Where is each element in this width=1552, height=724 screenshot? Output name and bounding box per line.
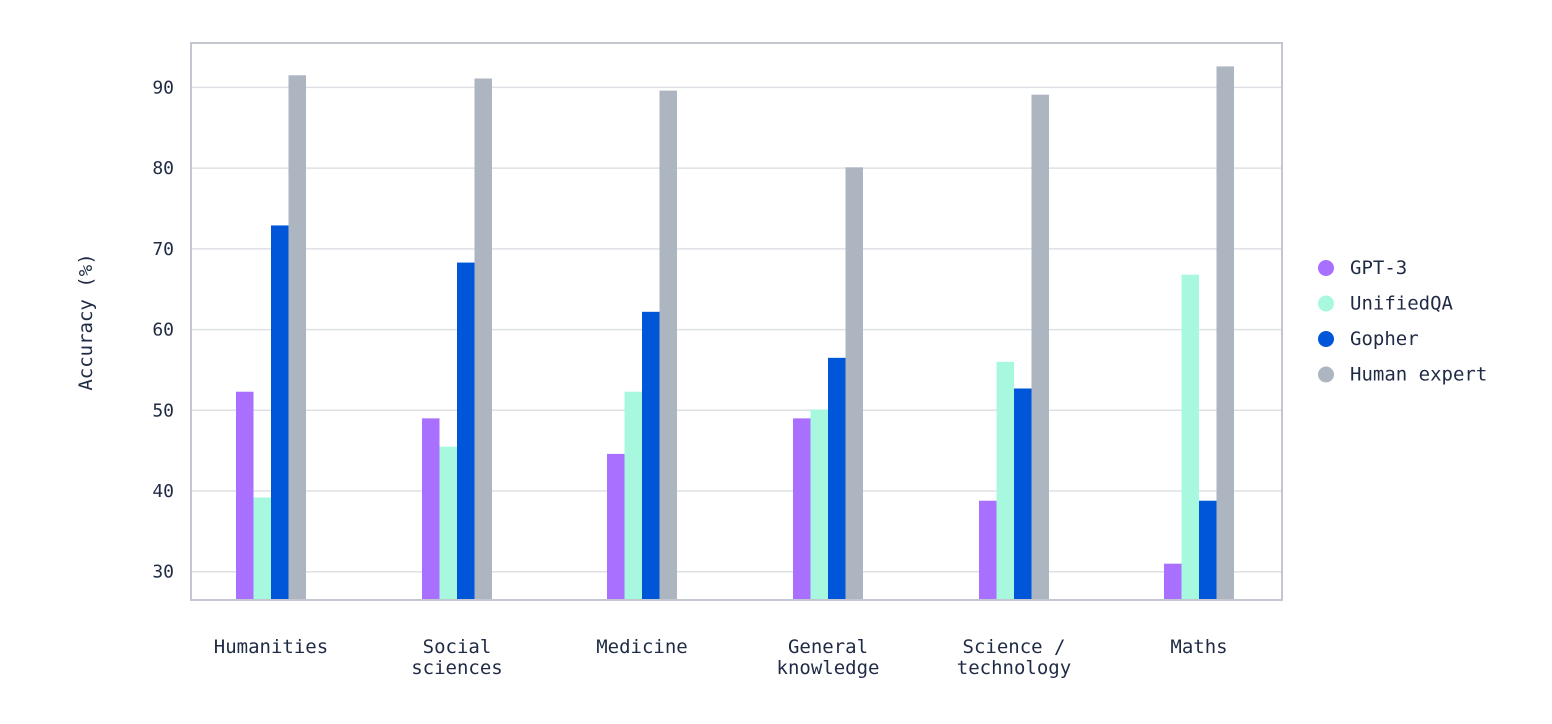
bar-gpt-3 bbox=[979, 500, 997, 600]
bar-human-expert bbox=[1216, 66, 1234, 600]
bar-unifiedqa bbox=[624, 391, 642, 600]
bar-gopher bbox=[271, 225, 289, 600]
y-tick-label: 50 bbox=[152, 400, 174, 421]
x-category-label: Maths bbox=[1170, 636, 1227, 658]
legend-marker bbox=[1318, 260, 1334, 276]
y-tick-label: 70 bbox=[152, 239, 174, 260]
bar-gpt-3 bbox=[607, 453, 625, 600]
x-category-label: Science / technology bbox=[957, 636, 1071, 679]
bar-human-expert bbox=[288, 75, 306, 600]
bar-gopher bbox=[457, 262, 475, 600]
legend-label: UnifiedQA bbox=[1350, 293, 1454, 315]
x-category-label-line: Science / bbox=[963, 636, 1066, 658]
y-tick-label: 40 bbox=[152, 481, 174, 502]
x-category-label-line: Social bbox=[423, 636, 492, 658]
bar-unifiedqa bbox=[253, 497, 271, 600]
x-category-label: Humanities bbox=[214, 636, 328, 658]
bar-gopher bbox=[1199, 500, 1217, 600]
bar-gpt-3 bbox=[793, 418, 811, 600]
plot-frame bbox=[190, 42, 1283, 601]
legend-marker bbox=[1318, 366, 1334, 383]
bar-gpt-3 bbox=[1164, 563, 1182, 600]
y-tick-label: 30 bbox=[152, 562, 174, 583]
y-axis-ticks: 30 40 50 60 70 80 90 bbox=[152, 77, 174, 582]
x-category-label: Social sciences bbox=[411, 636, 503, 679]
x-category-label-line: sciences bbox=[411, 657, 503, 679]
y-tick-label: 80 bbox=[152, 158, 174, 179]
y-axis-label: Accuracy (%) bbox=[75, 253, 97, 390]
x-category-label-line: General bbox=[788, 636, 868, 658]
gridlines bbox=[191, 86, 1282, 573]
x-category-label: Medicine bbox=[596, 636, 688, 658]
legend-marker bbox=[1318, 331, 1334, 347]
bar-human-expert bbox=[659, 90, 677, 600]
bar-unifiedqa bbox=[810, 409, 828, 600]
bar-gopher bbox=[828, 357, 846, 600]
bar-gopher bbox=[1014, 388, 1032, 600]
legend-label: GPT-3 bbox=[1350, 257, 1407, 279]
bar-unifiedqa bbox=[996, 361, 1014, 600]
legend-marker bbox=[1318, 295, 1334, 312]
x-category-label-line: Medicine bbox=[596, 636, 688, 658]
x-category-label-line: technology bbox=[957, 657, 1071, 679]
legend-label: Gopher bbox=[1350, 328, 1419, 350]
legend: GPT-3 UnifiedQA Gopher Human expert bbox=[1318, 257, 1487, 386]
bar-human-expert bbox=[845, 167, 863, 600]
bar-unifiedqa bbox=[439, 446, 457, 600]
bars bbox=[236, 66, 1234, 601]
bar-human-expert bbox=[1031, 94, 1049, 601]
y-tick-label: 60 bbox=[152, 320, 174, 341]
bar-human-expert bbox=[474, 78, 492, 600]
x-category-label-line: knowledge bbox=[777, 657, 880, 679]
x-axis-categories: Humanities Social sciences Medicine General k… bbox=[214, 636, 1228, 679]
x-category-label-line: Maths bbox=[1170, 636, 1227, 658]
bar-gopher bbox=[642, 311, 660, 600]
bar-gpt-3 bbox=[236, 391, 254, 600]
bar-gpt-3 bbox=[422, 418, 440, 600]
x-category-label: General knowledge bbox=[777, 636, 880, 679]
bar-unifiedqa bbox=[1181, 274, 1199, 600]
y-tick-label: 90 bbox=[152, 77, 174, 98]
x-category-label-line: Humanities bbox=[214, 636, 328, 658]
legend-label: Human expert bbox=[1350, 364, 1487, 386]
